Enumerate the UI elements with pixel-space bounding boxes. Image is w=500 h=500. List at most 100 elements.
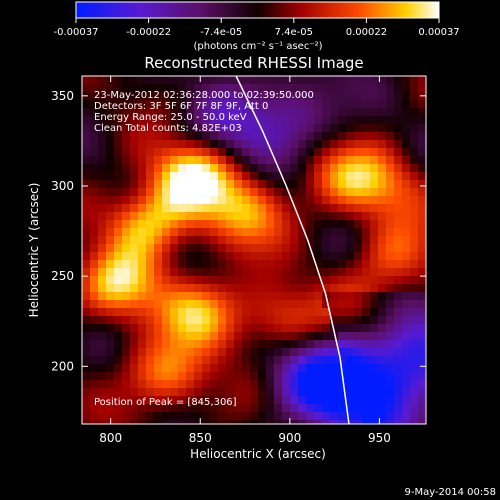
x-tick-label-0: 800 xyxy=(99,431,122,445)
heatmap-cell xyxy=(402,364,411,373)
heatmap-cell xyxy=(234,140,243,149)
heatmap-cell xyxy=(314,276,323,285)
heatmap-cell xyxy=(242,196,251,205)
heatmap-cell xyxy=(178,188,187,197)
heatmap-cell xyxy=(410,92,419,101)
heatmap-cell xyxy=(218,292,227,301)
heatmap-cell xyxy=(346,124,355,133)
heatmap-cell xyxy=(178,348,187,357)
heatmap-cell xyxy=(290,76,299,85)
heatmap-cell xyxy=(114,76,123,85)
heatmap-cell xyxy=(90,380,99,389)
heatmap-cell xyxy=(298,212,307,221)
heatmap-cell xyxy=(106,356,115,365)
heatmap-cell xyxy=(330,364,339,373)
heatmap-cell xyxy=(138,84,147,93)
heatmap-cell xyxy=(266,92,275,101)
heatmap-cell xyxy=(186,188,195,197)
heatmap-cell xyxy=(186,268,195,277)
heatmap-cell xyxy=(250,140,259,149)
heatmap-cell xyxy=(282,204,291,213)
heatmap-cell xyxy=(410,172,419,181)
heatmap-cell xyxy=(250,268,259,277)
heatmap-cell xyxy=(274,84,283,93)
heatmap-cell xyxy=(362,404,371,413)
heatmap-cell xyxy=(98,204,107,213)
heatmap-cell xyxy=(162,76,171,85)
heatmap-cell xyxy=(402,380,411,389)
heatmap-cell xyxy=(362,396,371,405)
heatmap-cell xyxy=(362,228,371,237)
heatmap-cell xyxy=(306,308,315,317)
heatmap-cell xyxy=(130,132,139,141)
heatmap-cell xyxy=(194,388,203,397)
heatmap-cell xyxy=(106,76,115,85)
heatmap-cell xyxy=(90,284,99,293)
heatmap-cell xyxy=(186,244,195,253)
heatmap-cell xyxy=(266,188,275,197)
heatmap-cell xyxy=(194,324,203,333)
heatmap-cell xyxy=(314,124,323,133)
heatmap-cell xyxy=(410,356,419,365)
heatmap-cell xyxy=(226,180,235,189)
heatmap-cell xyxy=(210,348,219,357)
heatmap-cell xyxy=(178,364,187,373)
heatmap-cell xyxy=(394,180,403,189)
heatmap-cell xyxy=(274,228,283,237)
heatmap-cell xyxy=(322,404,331,413)
heatmap-cell xyxy=(354,164,363,173)
heatmap-cell xyxy=(98,84,107,93)
heatmap-cell xyxy=(170,156,179,165)
heatmap-cell xyxy=(106,100,115,109)
heatmap-cell xyxy=(234,204,243,213)
heatmap-cell xyxy=(202,164,211,173)
heatmap-cell xyxy=(170,164,179,173)
heatmap-cell xyxy=(330,188,339,197)
heatmap-cell xyxy=(130,204,139,213)
heatmap-cell xyxy=(202,388,211,397)
heatmap-cell xyxy=(146,100,155,109)
heatmap-cell xyxy=(122,268,131,277)
heatmap-cell xyxy=(90,420,99,424)
heatmap-cell xyxy=(258,324,267,333)
heatmap-cell xyxy=(82,76,91,85)
heatmap-cell xyxy=(138,116,147,125)
heatmap-cell xyxy=(274,116,283,125)
heatmap-cell xyxy=(194,364,203,373)
heatmap-cell xyxy=(146,284,155,293)
heatmap-cell xyxy=(418,316,426,325)
heatmap-cell xyxy=(282,380,291,389)
heatmap-cell xyxy=(210,156,219,165)
heatmap-cell xyxy=(346,76,355,85)
heatmap-cell xyxy=(202,188,211,197)
heatmap-cell xyxy=(330,372,339,381)
heatmap-cell xyxy=(194,172,203,181)
heatmap-cell xyxy=(298,180,307,189)
heatmap-cell xyxy=(282,300,291,309)
heatmap-cell xyxy=(322,388,331,397)
heatmap-cell xyxy=(194,356,203,365)
heatmap-cell xyxy=(98,148,107,157)
heatmap-cell xyxy=(98,260,107,269)
heatmap-cell xyxy=(194,156,203,165)
heatmap-cell xyxy=(202,148,211,157)
heatmap-cell xyxy=(418,404,426,413)
heatmap-cell xyxy=(410,364,419,373)
heatmap-cell xyxy=(210,404,219,413)
heatmap-cell xyxy=(346,284,355,293)
heatmap-cell xyxy=(218,324,227,333)
heatmap-cell xyxy=(306,84,315,93)
heatmap-cell xyxy=(226,372,235,381)
heatmap-cell xyxy=(98,108,107,117)
heatmap-cell xyxy=(194,164,203,173)
heatmap-cell xyxy=(322,252,331,261)
heatmap-cell xyxy=(402,220,411,229)
heatmap-cell xyxy=(266,324,275,333)
heatmap-cell xyxy=(170,148,179,157)
heatmap-cell xyxy=(194,140,203,149)
heatmap-cell xyxy=(346,324,355,333)
heatmap-cell xyxy=(290,252,299,261)
heatmap-cell xyxy=(402,276,411,285)
heatmap-cell xyxy=(90,140,99,149)
heatmap-cell xyxy=(82,356,91,365)
